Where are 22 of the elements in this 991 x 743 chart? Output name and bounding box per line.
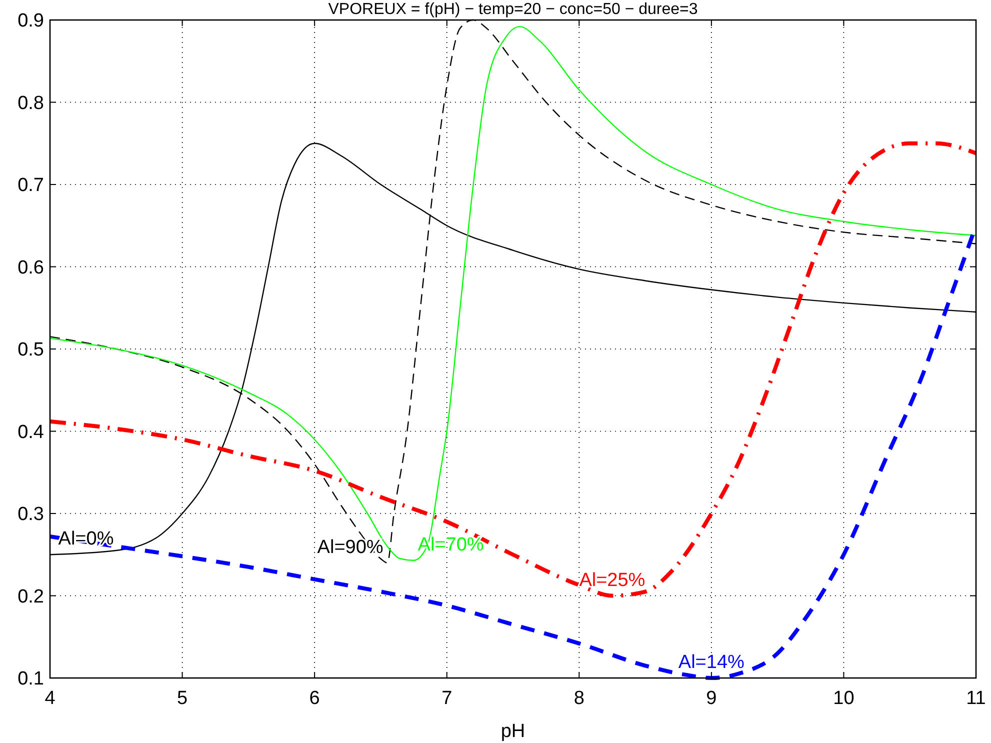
y-tick-label: 0.6 (18, 257, 44, 278)
x-axis-title: pH (500, 721, 526, 742)
y-tick-label: 0.7 (18, 175, 44, 196)
y-tick-label: 0.5 (18, 340, 44, 361)
y-tick-label: 0.4 (18, 422, 44, 443)
x-tick-label: 5 (176, 688, 188, 709)
y-tick-label: 0.2 (18, 586, 44, 608)
x-tick-label: 7 (442, 688, 452, 709)
x-tick-label: 8 (574, 688, 584, 709)
chart-title: VPOREUX = f(pH) − temp=20 − conc=50 − duree=3 (328, 1, 698, 18)
x-tick-label: 10 (833, 688, 854, 709)
y-tick-label: 0.1 (18, 668, 44, 690)
annotation: Al=25% (579, 570, 646, 591)
annotation: Al=14% (678, 652, 745, 673)
x-tick-label: 11 (966, 688, 986, 709)
y-tick-label: 0.9 (18, 10, 44, 32)
y-tick-label: 0.3 (18, 504, 44, 526)
y-tick-label: 0.8 (18, 92, 44, 114)
annotation: Al=90% (317, 536, 384, 558)
x-tick-label: 4 (44, 688, 56, 709)
x-tick-label: 9 (706, 688, 717, 709)
x-tick-label: 6 (309, 688, 320, 709)
